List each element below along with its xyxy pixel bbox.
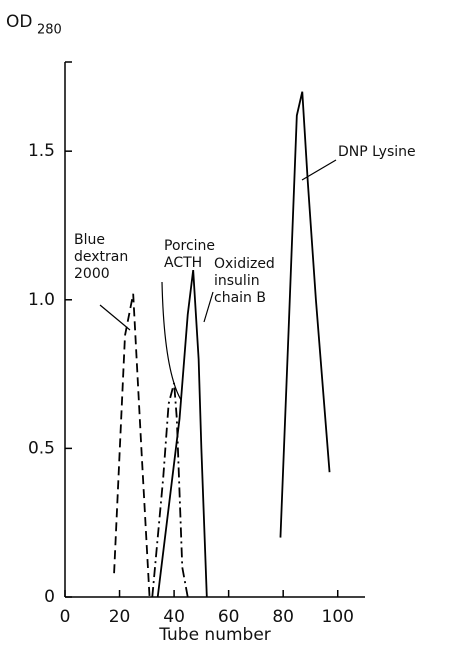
y-tick-label: 1.0: [28, 290, 55, 310]
y-axis-label-subscript: 280: [37, 23, 62, 38]
series-name: DNP Lysine: [338, 144, 416, 160]
series-line: [151, 382, 189, 598]
series-annotation: Oxidized insulin chain B: [214, 256, 275, 306]
x-tick-label: 20: [109, 607, 131, 627]
x-tick-label: 100: [322, 607, 354, 627]
series-annotation: DNP Lysine: [338, 144, 416, 160]
series-name: Blue dextran 2000: [74, 232, 129, 282]
series-line: [156, 269, 208, 598]
x-tick-label: 0: [60, 607, 71, 627]
leader: [161, 281, 182, 401]
x-tick-label: 60: [218, 607, 240, 627]
series-annotation: Porcine ACTH: [164, 238, 216, 271]
series-line: [279, 91, 331, 538]
y-tick-label: 0: [44, 587, 55, 607]
leaders: [99, 159, 337, 401]
series-name: Oxidized insulin chain B: [214, 256, 275, 306]
y-axis-label: OD: [6, 12, 32, 32]
series-annotation: Blue dextran 2000: [74, 232, 129, 282]
series-name: Porcine ACTH: [164, 238, 216, 271]
series-line: [113, 293, 151, 598]
leader: [99, 304, 131, 331]
leader: [203, 291, 214, 323]
x-axis-label: Tube number: [158, 625, 271, 645]
x-tick-label: 80: [272, 607, 294, 627]
y-tick-label: 0.5: [28, 438, 55, 458]
y-tick-label: 1.5: [28, 141, 55, 161]
x-tick-label: 40: [163, 607, 185, 627]
